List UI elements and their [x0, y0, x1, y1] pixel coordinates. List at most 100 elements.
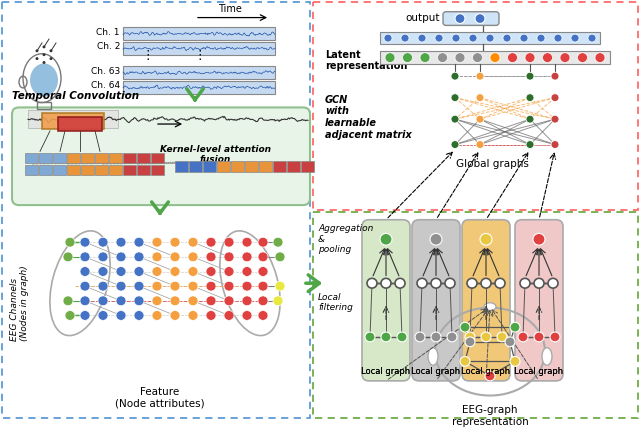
Circle shape: [480, 233, 492, 245]
Circle shape: [242, 296, 252, 306]
Circle shape: [80, 267, 90, 276]
Circle shape: [134, 252, 144, 262]
Circle shape: [510, 356, 520, 366]
Circle shape: [497, 332, 507, 342]
Circle shape: [420, 53, 430, 62]
Circle shape: [188, 310, 198, 320]
Bar: [151, 154, 164, 163]
Circle shape: [537, 34, 545, 42]
Circle shape: [63, 252, 73, 262]
Circle shape: [445, 278, 455, 288]
Circle shape: [577, 53, 588, 62]
Text: Temporal Convolution: Temporal Convolution: [12, 91, 139, 101]
Bar: [287, 161, 300, 172]
Bar: [151, 165, 164, 175]
Circle shape: [455, 53, 465, 62]
Circle shape: [460, 322, 470, 332]
Text: Ch. 2: Ch. 2: [97, 43, 120, 51]
Bar: [175, 161, 188, 172]
Text: Ch. 64: Ch. 64: [91, 81, 120, 90]
Text: EEG-graph
representation: EEG-graph representation: [452, 405, 529, 427]
Circle shape: [548, 278, 558, 288]
Circle shape: [451, 115, 459, 123]
Text: Local graph: Local graph: [362, 367, 411, 376]
Circle shape: [35, 57, 38, 60]
Circle shape: [490, 53, 500, 62]
Circle shape: [273, 296, 283, 306]
Bar: [203, 161, 216, 172]
Circle shape: [258, 281, 268, 291]
Bar: [39, 165, 52, 175]
Circle shape: [224, 310, 234, 320]
Circle shape: [495, 278, 505, 288]
Circle shape: [447, 332, 457, 342]
Bar: [95, 154, 108, 163]
Circle shape: [206, 310, 216, 320]
Circle shape: [533, 233, 545, 245]
Text: ⋮: ⋮: [141, 49, 154, 62]
Circle shape: [98, 296, 108, 306]
Circle shape: [534, 278, 544, 288]
Circle shape: [476, 94, 484, 101]
Circle shape: [134, 267, 144, 276]
Circle shape: [503, 34, 511, 42]
Bar: [39, 154, 52, 163]
Bar: [380, 51, 610, 64]
Circle shape: [510, 322, 520, 332]
Circle shape: [588, 34, 596, 42]
Circle shape: [275, 281, 285, 291]
Circle shape: [152, 296, 162, 306]
Text: Kernel-level attention
fusion: Kernel-level attention fusion: [159, 144, 271, 164]
Circle shape: [381, 332, 391, 342]
Circle shape: [42, 53, 45, 56]
Text: Local graph: Local graph: [412, 367, 461, 376]
Circle shape: [384, 34, 392, 42]
Circle shape: [476, 72, 484, 80]
Circle shape: [65, 237, 75, 247]
Circle shape: [80, 237, 90, 247]
Circle shape: [395, 278, 405, 288]
Circle shape: [455, 14, 465, 24]
Circle shape: [224, 267, 234, 276]
Bar: [137, 154, 150, 163]
Circle shape: [170, 281, 180, 291]
Circle shape: [170, 296, 180, 306]
Circle shape: [476, 115, 484, 123]
Bar: [2, 2, 310, 418]
Circle shape: [397, 332, 407, 342]
Circle shape: [224, 281, 234, 291]
FancyBboxPatch shape: [412, 220, 460, 381]
Ellipse shape: [484, 303, 496, 310]
Circle shape: [551, 115, 559, 123]
Circle shape: [206, 237, 216, 247]
Ellipse shape: [542, 348, 552, 365]
Circle shape: [206, 296, 216, 306]
Circle shape: [35, 49, 38, 52]
Circle shape: [571, 34, 579, 42]
Circle shape: [451, 94, 459, 101]
FancyBboxPatch shape: [362, 220, 410, 381]
Bar: [123, 42, 275, 55]
Circle shape: [42, 46, 45, 48]
Circle shape: [415, 332, 425, 342]
Circle shape: [452, 34, 460, 42]
Text: Local graph: Local graph: [515, 367, 564, 376]
Circle shape: [380, 233, 392, 245]
Bar: [259, 161, 272, 172]
Circle shape: [486, 34, 494, 42]
Circle shape: [206, 281, 216, 291]
Circle shape: [431, 332, 441, 342]
Circle shape: [152, 237, 162, 247]
Circle shape: [152, 267, 162, 276]
Circle shape: [417, 278, 427, 288]
Circle shape: [403, 53, 413, 62]
Bar: [245, 161, 258, 172]
Circle shape: [438, 53, 447, 62]
Circle shape: [242, 281, 252, 291]
Circle shape: [65, 310, 75, 320]
Bar: [313, 212, 638, 418]
Circle shape: [505, 337, 515, 347]
Circle shape: [365, 332, 375, 342]
Circle shape: [152, 252, 162, 262]
Circle shape: [520, 278, 530, 288]
